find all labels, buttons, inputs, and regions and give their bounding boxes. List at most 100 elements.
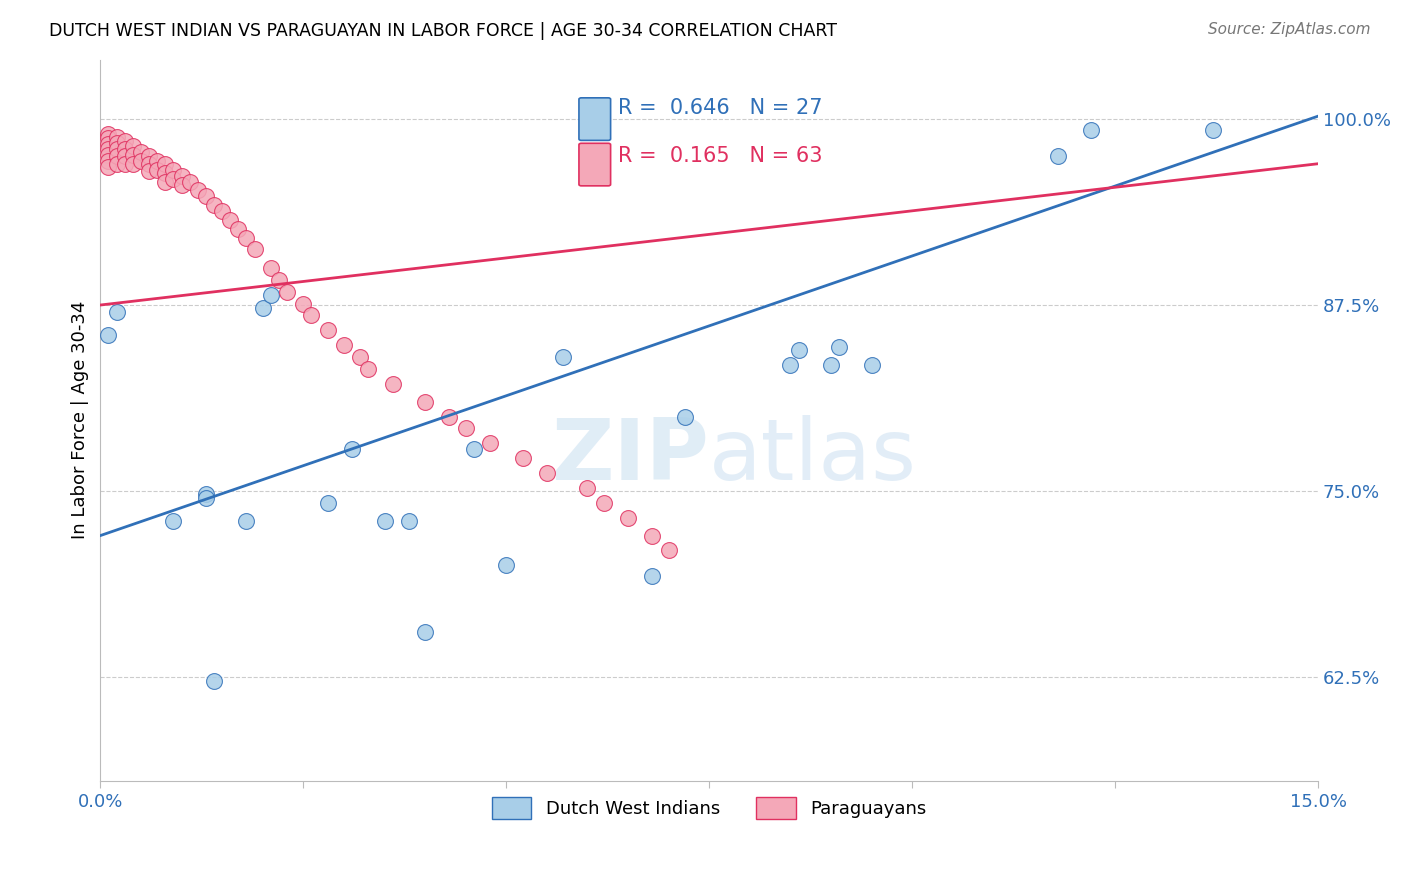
Point <box>381 376 404 391</box>
Point <box>97 131 120 145</box>
Point <box>129 145 152 159</box>
Point <box>316 323 339 337</box>
Point <box>97 142 120 156</box>
Point <box>138 164 160 178</box>
Point <box>1201 122 1223 136</box>
Point <box>349 350 371 364</box>
Point <box>673 409 696 424</box>
Point <box>202 674 225 689</box>
Point <box>97 160 120 174</box>
Point <box>553 350 575 364</box>
Point <box>105 157 128 171</box>
Point <box>658 543 681 558</box>
Point <box>105 142 128 156</box>
Point <box>641 528 664 542</box>
Point <box>121 139 143 153</box>
Point <box>333 338 356 352</box>
Point <box>155 157 177 171</box>
Point <box>187 184 209 198</box>
Point <box>779 358 801 372</box>
Point <box>114 149 136 163</box>
Point <box>170 169 193 183</box>
Point <box>641 568 664 582</box>
Point <box>114 157 136 171</box>
Point <box>820 358 842 372</box>
Point <box>121 157 143 171</box>
Point <box>576 481 599 495</box>
Point <box>267 273 290 287</box>
Point <box>260 287 283 301</box>
Point <box>97 148 120 162</box>
Point <box>162 162 184 177</box>
Text: R =  0.165   N = 63: R = 0.165 N = 63 <box>617 146 823 166</box>
Point <box>617 510 640 524</box>
FancyBboxPatch shape <box>579 98 610 140</box>
Point <box>439 409 461 424</box>
Point <box>105 130 128 145</box>
Legend: Dutch West Indians, Paraguayans: Dutch West Indians, Paraguayans <box>485 789 934 826</box>
Point <box>1080 122 1102 136</box>
Point <box>316 496 339 510</box>
Point <box>228 222 250 236</box>
Point <box>413 394 436 409</box>
Text: ZIP: ZIP <box>551 415 709 498</box>
Point <box>138 149 160 163</box>
Point <box>97 153 120 168</box>
Point <box>512 451 534 466</box>
Point <box>97 127 120 141</box>
Point <box>235 514 257 528</box>
Point <box>292 296 315 310</box>
FancyBboxPatch shape <box>579 144 610 186</box>
Point <box>340 442 363 457</box>
Point <box>194 487 217 501</box>
Point <box>146 162 169 177</box>
Point <box>97 137 120 152</box>
Point <box>479 436 502 450</box>
Point <box>162 514 184 528</box>
Point <box>129 153 152 168</box>
Point <box>454 421 477 435</box>
Point <box>211 204 233 219</box>
Text: R =  0.646   N = 27: R = 0.646 N = 27 <box>617 98 823 118</box>
Point <box>398 514 420 528</box>
Text: DUTCH WEST INDIAN VS PARAGUAYAN IN LABOR FORCE | AGE 30-34 CORRELATION CHART: DUTCH WEST INDIAN VS PARAGUAYAN IN LABOR… <box>49 22 837 40</box>
Point <box>243 242 266 256</box>
Point <box>828 340 851 354</box>
Point <box>1047 149 1070 163</box>
Point <box>194 491 217 506</box>
Point <box>105 149 128 163</box>
Point <box>252 301 274 315</box>
Point <box>219 213 242 227</box>
Point <box>114 135 136 149</box>
Point <box>202 198 225 212</box>
Y-axis label: In Labor Force | Age 30-34: In Labor Force | Age 30-34 <box>72 301 89 540</box>
Point <box>105 136 128 150</box>
Point <box>495 558 517 573</box>
Point <box>179 175 201 189</box>
Point <box>121 148 143 162</box>
Point <box>592 496 614 510</box>
Point <box>114 142 136 156</box>
Point <box>162 171 184 186</box>
Point <box>301 309 323 323</box>
Text: Source: ZipAtlas.com: Source: ZipAtlas.com <box>1208 22 1371 37</box>
Point <box>357 362 380 376</box>
Point <box>105 305 128 319</box>
Point <box>860 358 883 372</box>
Point <box>536 466 558 480</box>
Point <box>155 166 177 180</box>
Point <box>276 285 298 299</box>
Point <box>463 442 485 457</box>
Point <box>155 175 177 189</box>
Point <box>413 625 436 640</box>
Text: atlas: atlas <box>709 415 917 498</box>
Point <box>194 189 217 203</box>
Point <box>373 514 395 528</box>
Point <box>260 260 283 275</box>
Point <box>170 178 193 192</box>
Point <box>97 327 120 342</box>
Point <box>146 153 169 168</box>
Point <box>138 157 160 171</box>
Point <box>235 231 257 245</box>
Point <box>787 343 810 357</box>
